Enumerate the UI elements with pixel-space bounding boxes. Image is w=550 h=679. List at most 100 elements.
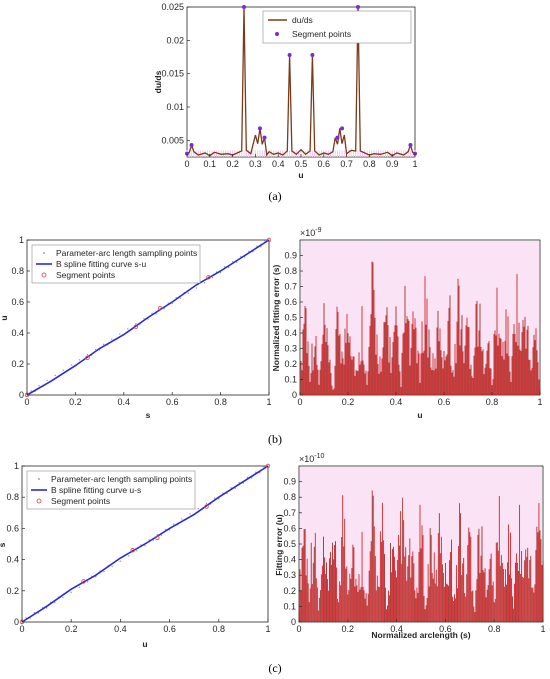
c-left-sampling-point (136, 550, 138, 552)
segment-point (287, 53, 292, 57)
c-left-x-tick-label: 1 (265, 624, 270, 634)
bspline-s-u-line (26, 239, 270, 396)
b-left-y-tick-label: 0.8 (11, 266, 24, 276)
b-left-sampling-point (62, 369, 64, 371)
c-left-sampling-point (119, 560, 122, 562)
segment-point (185, 151, 189, 156)
c-left-sampling-point (111, 565, 113, 568)
c-left-sampling-point (214, 497, 216, 499)
b-right-x-tick-label: 0 (297, 397, 302, 407)
b-right-y-tick-label: 0.6 (284, 297, 297, 307)
b-left-x-tick-label: 0.2 (69, 397, 82, 407)
c-left-sampling-point (255, 471, 257, 473)
a-x-tick-label: 1 (412, 159, 417, 169)
c-left-sampling-point (54, 602, 56, 604)
segment-point (335, 135, 340, 140)
a-x-tick-label: 0.7 (340, 159, 353, 169)
b-left-sampling-point (219, 271, 222, 274)
c-left-sampling-point (103, 570, 105, 573)
panel-b-right-chart: 0 0.2 0.4 0.6 0.8 1 0 0.1 0.2 0.3 0.4 0.5 0.6 0.7 0.8… (268, 227, 543, 446)
c-left-y-tick-label: 0 (14, 617, 19, 627)
legend-label-segment-c: Segment points (51, 496, 110, 506)
b-left-sampling-point (264, 240, 266, 242)
c-left-sampling-point (33, 611, 35, 614)
c-left-y-tick-label: 0.8 (6, 492, 19, 502)
c-right-y-tick-label: 0.6 (283, 523, 296, 533)
b-left-sampling-point (155, 313, 157, 315)
b-left-sampling-point (227, 266, 230, 269)
c-left-sampling-point (62, 596, 64, 599)
b-left-sampling-point (240, 255, 242, 258)
b-left-x-tick-label: 0.8 (214, 397, 227, 407)
b-left-y-tick-label: 1 (19, 235, 24, 245)
x-axis-label-c-right: Normalized arclength (s) (371, 630, 470, 640)
b-left-y-tick-label: 0.6 (11, 297, 24, 307)
c-left-sampling-point (86, 581, 89, 583)
c-right-y-tick-label: 0.3 (283, 570, 296, 580)
b-left-segment-point (206, 275, 211, 280)
legend-marker-sampling-b (43, 252, 45, 254)
b-left-x-tick-label: 1 (266, 397, 271, 407)
b-left-x-tick-label: 0.4 (118, 397, 131, 407)
c-right-y-tick-label: 0.9 (283, 477, 296, 487)
legend-label-du-ds: du/ds (292, 15, 313, 25)
segment-point (257, 126, 262, 131)
b-left-x-tick-label: 0.6 (166, 397, 179, 407)
b-left-segment-point (85, 355, 90, 360)
y-axis-label-c-left: s (0, 542, 7, 547)
c-left-x-tick-label: 0.8 (213, 624, 226, 634)
c-left-sampling-point (226, 492, 228, 495)
b-left-sampling-point (171, 302, 173, 305)
caption-a: (a) (268, 189, 281, 203)
c-right-x-tick-label: 1 (540, 624, 545, 634)
b-left-sampling-point (163, 308, 165, 310)
b-left-segment-point (157, 306, 163, 311)
c-right-y-tick-label: 0.4 (283, 555, 296, 565)
c-left-x-tick-label: 0.2 (65, 624, 78, 634)
b-left-sampling-point (127, 328, 129, 330)
b-left-sampling-point (252, 251, 254, 253)
c-left-sampling-point (37, 612, 40, 614)
legend-label-segment-b: Segment points (56, 270, 115, 280)
b-left-sampling-point (236, 261, 238, 263)
legend-box-b-left (31, 244, 201, 284)
c-left-sampling-point (222, 492, 224, 494)
b-right-x-tick-label: 0.2 (342, 397, 355, 407)
b-left-sampling-point (195, 287, 198, 289)
c-left-x-tick-label: 0 (19, 624, 24, 634)
b-left-sampling-point (46, 379, 48, 382)
b-right-y-tick-label: 0.8 (284, 266, 297, 276)
legend-label-sampling-b: Parameter-arc length sampling points (56, 248, 197, 258)
a-y-tick-label: 0.02 (166, 35, 184, 45)
b-left-segment-point (133, 324, 139, 329)
b-left-x-tick-label: 0 (24, 397, 29, 407)
a-x-tick-label: 0.5 (295, 159, 308, 169)
c-left-segment-point (265, 463, 271, 469)
b-left-sampling-point (94, 348, 97, 351)
b-left-y-tick-label: 0.2 (11, 359, 24, 369)
segment-point (310, 53, 315, 57)
a-x-tick-label: 0 (184, 159, 189, 169)
b-left-segment-point (266, 237, 272, 243)
c-left-sampling-point (41, 606, 44, 609)
c-left-x-tick-label: 0.6 (163, 624, 176, 634)
b-left-y-tick-label: 0 (19, 390, 24, 400)
c-left-sampling-point (29, 617, 31, 620)
c-left-sampling-point (259, 472, 261, 474)
legend-c-left: Parameter-arc length sampling points B s… (26, 470, 196, 510)
y-exponent-b: ×10-9 (300, 227, 322, 238)
b-right-y-tick-label: 0.7 (284, 282, 297, 292)
segment-point (262, 135, 267, 140)
b-right-x-tick-label: 0.8 (486, 397, 499, 407)
c-left-sampling-point (246, 476, 249, 479)
b-right-x-tick-label: 0.4 (390, 397, 403, 407)
legend-marker-segment-c (36, 498, 42, 504)
c-left-segment-point (130, 548, 135, 553)
c-left-y-tick-label: 0.4 (6, 555, 19, 565)
legend-label-sampling-c: Parameter-arc length sampling points (51, 474, 192, 484)
b-right-y-tick-label: 0.3 (284, 344, 297, 354)
c-left-segment-point (155, 535, 160, 540)
c-left-sampling-point (78, 586, 81, 588)
b-left-sampling-point (179, 297, 181, 300)
